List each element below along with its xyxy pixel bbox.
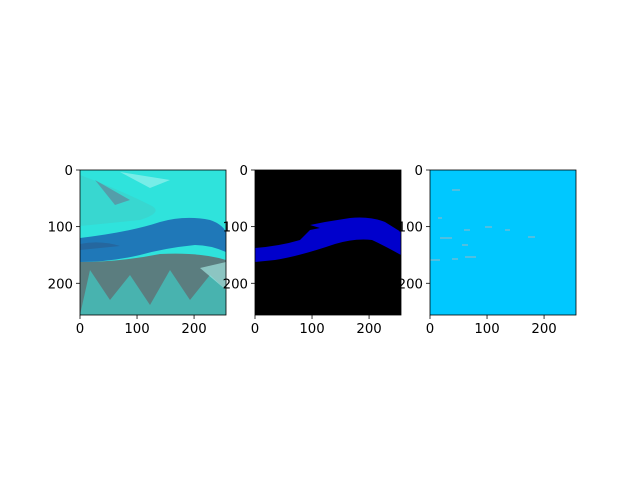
- y-tick-label: 200: [398, 277, 423, 292]
- x-tick-label: 100: [124, 322, 149, 337]
- y-tick-label: 0: [65, 164, 73, 179]
- x-tick-label: 0: [76, 322, 84, 337]
- x-tick-label: 100: [299, 322, 324, 337]
- x-tick-label: 200: [181, 322, 206, 337]
- y-tick-label: 0: [240, 164, 248, 179]
- x-tick-label: 100: [474, 322, 499, 337]
- axes-frame-2: [254, 169, 402, 316]
- y-tick-label: 100: [398, 221, 423, 236]
- panel-satellite-image: [80, 170, 226, 315]
- y-tick-label: 100: [48, 221, 73, 236]
- panel-river-mask: [255, 170, 401, 315]
- x-tick-label: 200: [531, 322, 556, 337]
- panel-predicted-mask: [430, 170, 576, 315]
- y-tick-label: 200: [223, 277, 248, 292]
- y-tick-label: 100: [223, 221, 248, 236]
- y-tick-label: 0: [415, 164, 423, 179]
- axes-frame-1: [79, 169, 227, 316]
- ticks-layer: 0 100 200 0 100 200 0 100 200 0 100 200 0 100 200 0 100 2…: [48, 164, 557, 337]
- x-tick-label: 0: [426, 322, 434, 337]
- x-tick-label: 0: [251, 322, 259, 337]
- axes-frame-3: [429, 169, 577, 316]
- x-tick-label: 200: [356, 322, 381, 337]
- y-tick-label: 200: [48, 277, 73, 292]
